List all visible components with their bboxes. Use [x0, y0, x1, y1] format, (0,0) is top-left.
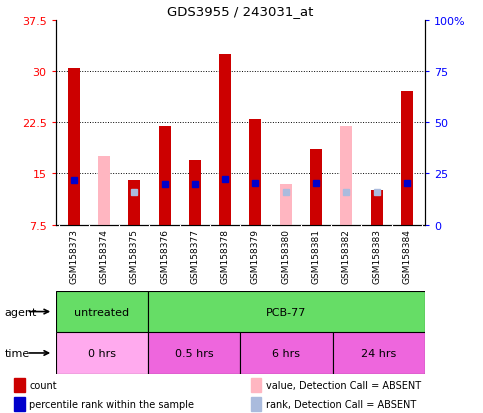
Bar — [56, 291, 148, 332]
Text: rank, Detection Call = ABSENT: rank, Detection Call = ABSENT — [266, 399, 416, 409]
Text: GSM158373: GSM158373 — [69, 228, 78, 283]
Text: GSM158384: GSM158384 — [402, 228, 412, 283]
Bar — [219, 55, 231, 225]
Text: GSM158381: GSM158381 — [312, 228, 321, 283]
Text: value, Detection Call = ABSENT: value, Detection Call = ABSENT — [266, 380, 421, 390]
Bar — [401, 92, 413, 225]
Bar — [68, 68, 80, 225]
Text: 0.5 hrs: 0.5 hrs — [175, 348, 213, 358]
Bar — [14, 397, 25, 411]
Text: untreated: untreated — [74, 307, 129, 317]
Text: 0 hrs: 0 hrs — [88, 348, 116, 358]
Text: 24 hrs: 24 hrs — [361, 348, 397, 358]
Bar — [14, 378, 25, 392]
Text: GSM158375: GSM158375 — [130, 228, 139, 283]
Text: GSM158380: GSM158380 — [281, 228, 290, 283]
Bar — [158, 126, 170, 225]
Text: PCB-77: PCB-77 — [266, 307, 307, 317]
Text: GSM158377: GSM158377 — [190, 228, 199, 283]
Text: count: count — [29, 380, 57, 390]
Bar — [310, 150, 322, 225]
Text: GSM158379: GSM158379 — [251, 228, 260, 283]
Text: 6 hrs: 6 hrs — [272, 348, 300, 358]
Text: time: time — [5, 348, 30, 358]
Text: GSM158382: GSM158382 — [342, 228, 351, 283]
Bar — [340, 126, 353, 225]
Bar — [241, 332, 333, 374]
Bar — [189, 160, 201, 225]
Bar — [370, 191, 383, 225]
Text: GSM158378: GSM158378 — [221, 228, 229, 283]
Bar — [251, 397, 261, 411]
Text: GSM158383: GSM158383 — [372, 228, 381, 283]
Bar — [148, 332, 241, 374]
Text: percentile rank within the sample: percentile rank within the sample — [29, 399, 195, 409]
Bar — [148, 291, 425, 332]
Bar — [280, 184, 292, 225]
Text: GSM158374: GSM158374 — [99, 228, 109, 283]
Bar — [249, 119, 261, 225]
Bar — [98, 157, 110, 225]
Bar — [333, 332, 425, 374]
Bar — [251, 378, 261, 392]
Bar — [56, 332, 148, 374]
Text: GSM158376: GSM158376 — [160, 228, 169, 283]
Text: agent: agent — [5, 307, 37, 317]
Bar — [128, 181, 141, 225]
Title: GDS3955 / 243031_at: GDS3955 / 243031_at — [167, 5, 313, 18]
